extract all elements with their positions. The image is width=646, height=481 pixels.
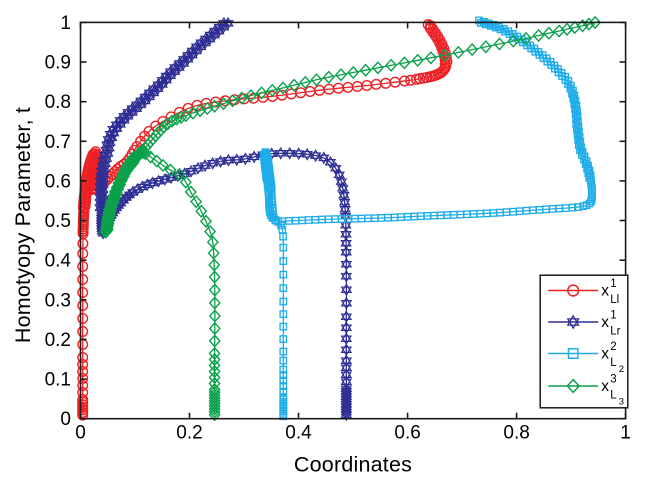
svg-text:L: L bbox=[610, 357, 617, 369]
svg-text:0.7: 0.7 bbox=[45, 132, 71, 153]
svg-text:3: 3 bbox=[610, 374, 616, 386]
svg-text:0.2: 0.2 bbox=[176, 423, 202, 444]
svg-text:Homotyopy Parameter, t: Homotyopy Parameter, t bbox=[11, 107, 35, 343]
svg-text:0.2: 0.2 bbox=[45, 330, 71, 351]
svg-text:1: 1 bbox=[620, 423, 631, 444]
svg-text:0: 0 bbox=[60, 409, 71, 430]
svg-text:x: x bbox=[601, 314, 609, 331]
svg-text:0.9: 0.9 bbox=[45, 53, 71, 74]
svg-text:1: 1 bbox=[610, 278, 616, 290]
svg-text:L: L bbox=[610, 390, 617, 402]
svg-text:2: 2 bbox=[619, 364, 624, 375]
svg-text:0.8: 0.8 bbox=[503, 423, 529, 444]
svg-text:0.6: 0.6 bbox=[45, 171, 71, 192]
svg-text:0.8: 0.8 bbox=[45, 92, 71, 113]
svg-text:0.4: 0.4 bbox=[285, 423, 312, 444]
svg-text:Coordinates: Coordinates bbox=[294, 453, 412, 477]
svg-text:x: x bbox=[601, 346, 609, 363]
svg-text:0: 0 bbox=[75, 423, 86, 444]
svg-text:0.6: 0.6 bbox=[394, 423, 420, 444]
svg-text:0.5: 0.5 bbox=[45, 211, 71, 232]
svg-text:0.3: 0.3 bbox=[45, 290, 71, 311]
svg-text:Ll: Ll bbox=[610, 294, 619, 306]
svg-text:x: x bbox=[601, 378, 609, 395]
svg-text:Lr: Lr bbox=[610, 326, 620, 338]
svg-text:0.1: 0.1 bbox=[45, 370, 71, 391]
svg-text:3: 3 bbox=[619, 397, 624, 408]
svg-text:x: x bbox=[601, 283, 609, 300]
svg-text:2: 2 bbox=[610, 341, 616, 353]
svg-text:1: 1 bbox=[610, 310, 616, 322]
svg-text:1: 1 bbox=[60, 13, 71, 34]
svg-text:0.4: 0.4 bbox=[45, 251, 72, 272]
